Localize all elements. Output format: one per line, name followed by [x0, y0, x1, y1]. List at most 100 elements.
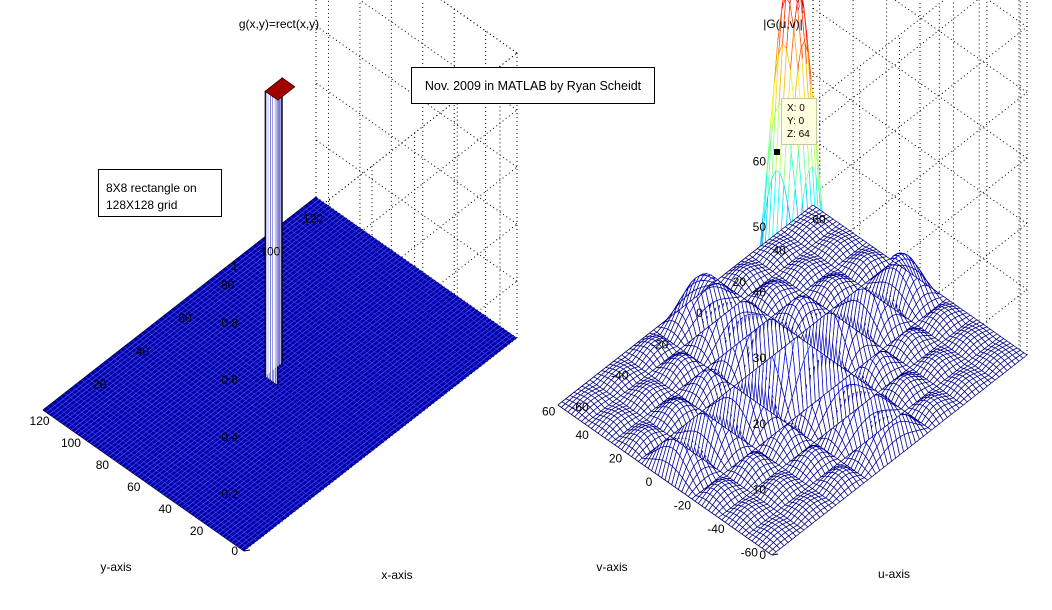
floor-mesh-b — [221, 269, 424, 412]
floor-mesh-a — [111, 245, 386, 459]
floor-mesh-b — [281, 223, 484, 365]
b-tick-label: 80 — [221, 278, 235, 292]
floor-mesh-a — [102, 238, 376, 453]
floor-mesh-a — [108, 243, 383, 457]
wall-right-grid-5 — [987, 0, 1028, 28]
z-tick-label: 0.8 — [221, 316, 238, 330]
rect-top-face — [264, 77, 296, 101]
z-tick-label: 50 — [753, 220, 767, 234]
z-tick-label: 30 — [753, 351, 767, 365]
floor-mesh-a — [99, 236, 373, 450]
floor-mesh-b — [187, 296, 390, 439]
floor-mesh-b — [303, 206, 505, 349]
floor-mesh-b — [217, 273, 420, 415]
top-right-edge — [440, 0, 518, 54]
b-tick-label: 0 — [696, 306, 703, 320]
floor-mesh-a — [74, 218, 348, 433]
floor-mesh-a — [61, 209, 336, 424]
b-tick-label: -40 — [611, 369, 629, 383]
a-tick-label: 0 — [646, 475, 653, 489]
annotation-line-1: 8X8 rectangle on — [106, 181, 197, 195]
floor-mesh-a — [67, 214, 342, 428]
right-u-axis-label: u-axis — [878, 567, 910, 581]
wall-right-grid-5 — [440, 0, 518, 54]
a-tick-label: -40 — [707, 522, 725, 536]
floor-mesh-b — [268, 233, 471, 375]
floor-mesh-b — [226, 266, 428, 409]
b-tick-label: -20 — [651, 337, 669, 351]
floor-mesh-b — [285, 220, 488, 362]
datatip-y: Y: 0 — [787, 116, 805, 127]
b-tick-label: 120 — [303, 211, 323, 225]
floor-mesh-a — [58, 207, 332, 422]
wall-right-grid-3 — [315, 25, 518, 168]
a-tick-label: 20 — [609, 452, 623, 466]
right-plot-title: |G(u,v)| — [763, 17, 803, 31]
floor-mesh-a — [105, 240, 379, 455]
floor-mesh-a — [55, 205, 329, 420]
z-tick-label: 0.2 — [221, 487, 238, 501]
floor-mesh-a — [83, 225, 358, 439]
datatip-marker[interactable] — [774, 149, 780, 155]
floor-mesh-a — [93, 232, 367, 446]
floor-mesh-a — [121, 251, 395, 466]
a-tick-label: 120 — [30, 414, 50, 428]
floor-mesh-b — [230, 263, 432, 405]
left-rect-surface — [43, 77, 517, 551]
datatip-box[interactable]: X: 0 Y: 0 Z: 64 — [781, 98, 817, 145]
floor-mesh-b — [264, 236, 466, 379]
floor-mesh-a — [64, 212, 339, 426]
b-tick-label: 60 — [812, 212, 826, 226]
floor-mesh-a — [71, 216, 345, 431]
a-tick-label: 60 — [542, 405, 556, 419]
a-tick-label: 80 — [96, 458, 110, 472]
wall-right-grid-4 — [894, 0, 1028, 93]
floor-mesh-a — [115, 247, 389, 461]
wall-right-grid-2 — [315, 82, 518, 225]
datatip-x: X: 0 — [787, 103, 805, 114]
annotation-line-2: 128X128 grid — [106, 198, 178, 212]
floor-mesh-b — [307, 203, 509, 345]
floor-mesh-a — [118, 249, 392, 464]
datatip-z: Z: 64 — [787, 129, 810, 140]
wall-left-grid-4 — [243, 109, 518, 324]
floor-mesh-b — [200, 286, 403, 429]
a-tick-label: -60 — [741, 545, 759, 559]
floor-mesh-b — [183, 299, 385, 442]
surface-cell — [801, 0, 805, 8]
b-tick-label: 20 — [93, 378, 107, 392]
floor-mesh-b — [204, 283, 407, 425]
wall-left-grid-2 — [243, 223, 518, 438]
floor-mesh-a — [96, 234, 370, 448]
left-y-axis-label: y-axis — [100, 560, 131, 574]
floor-mesh-a — [127, 256, 401, 470]
b-tick-label: 100 — [260, 245, 280, 259]
wall-right-grid-1 — [315, 139, 518, 282]
floor-mesh-b — [192, 293, 394, 435]
b-tick-label: 40 — [773, 244, 787, 258]
floor-mesh-b — [251, 246, 454, 389]
z-tick-mark-0 — [771, 553, 779, 556]
left-plot-title: g(x,y)=rect(x,y) — [239, 17, 319, 31]
floor-mesh-b — [260, 240, 462, 382]
z-tick-label: 0 — [759, 548, 766, 562]
b-tick-label: 20 — [733, 275, 747, 289]
floor-mesh-a — [86, 227, 361, 442]
credit-textbox: Nov. 2009 in MATLAB by Ryan Scheidt — [411, 67, 655, 104]
floor-mesh-b — [256, 243, 458, 385]
floor-mesh-b — [277, 226, 479, 369]
z-tick-mark-0 — [243, 549, 251, 552]
a-tick-label: 60 — [127, 480, 141, 494]
b-tick-label: 60 — [178, 311, 192, 325]
rect-annotation-textbox: 8X8 rectangle on 128X128 grid — [98, 169, 222, 217]
z-tick-label: 0.6 — [221, 373, 238, 387]
z-tick-label: 1 — [231, 259, 238, 273]
floor-mesh-b — [196, 289, 398, 432]
z-tick-label: 0 — [231, 544, 238, 558]
z-tick-label: 40 — [753, 286, 767, 300]
right-v-axis-label: v-axis — [596, 560, 627, 574]
wall-left-grid-3 — [243, 166, 518, 381]
floor-mesh-b — [294, 213, 496, 355]
left-axis-ticks: 00.20.40.60.8120406080100120204060801001… — [30, 211, 324, 558]
